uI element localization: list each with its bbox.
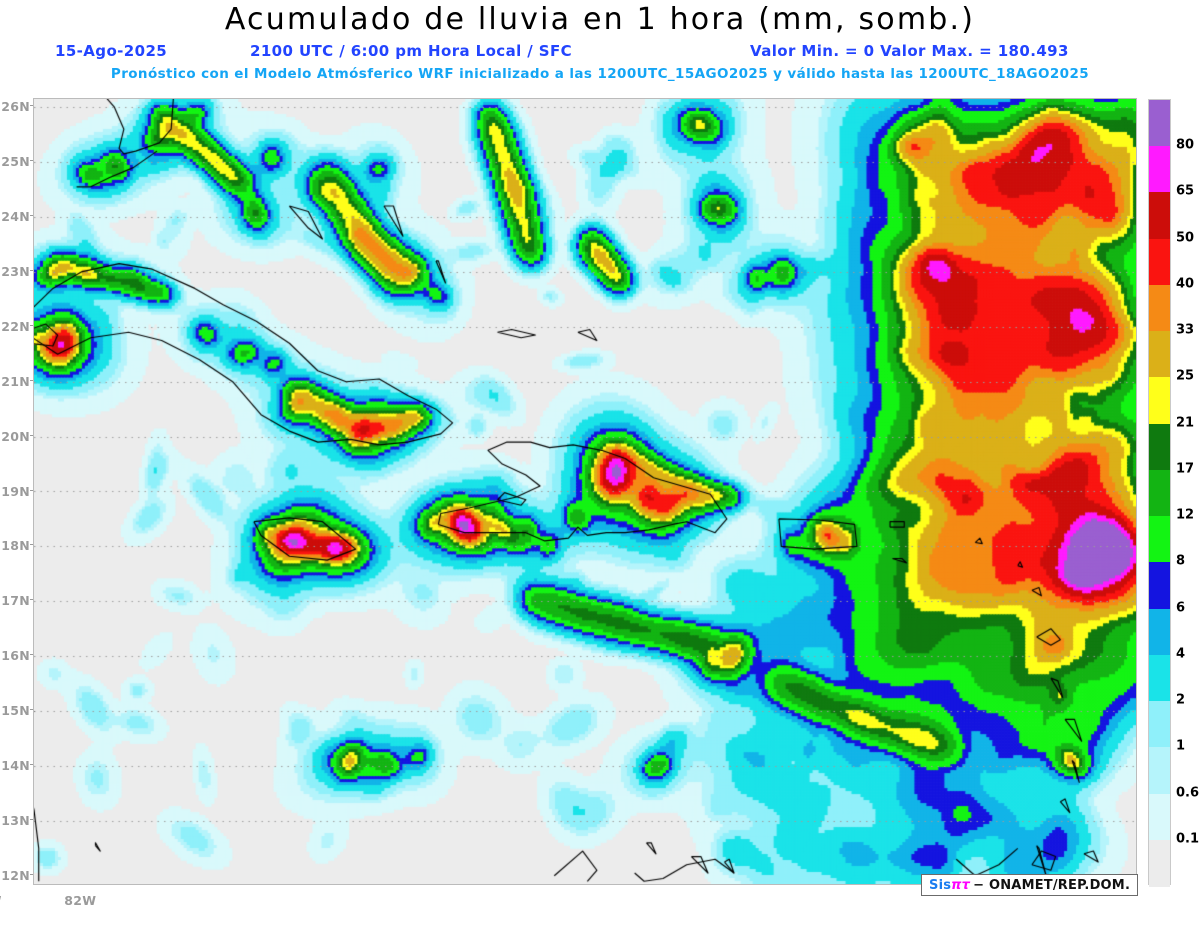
colorbar — [1148, 99, 1171, 887]
y-tick-mark — [30, 873, 34, 875]
y-tick-label: 19N — [0, 484, 34, 499]
colorbar-segment — [1149, 793, 1170, 841]
y-tick-mark — [30, 215, 34, 217]
y-tick-label: 14N — [0, 758, 34, 773]
colorbar-tick-label: 50 — [1176, 230, 1195, 246]
colorbar-tick-label: 2 — [1176, 692, 1186, 708]
y-tick-mark — [30, 105, 34, 107]
colorbar-segment — [1149, 608, 1170, 656]
colorbar-tick-label: 4 — [1176, 646, 1186, 662]
y-tick-label: 17N — [0, 593, 34, 608]
x-tick-label: 82W — [64, 893, 97, 908]
colorbar-tick-label: 65 — [1176, 183, 1195, 199]
colorbar-segment — [1149, 192, 1170, 240]
colorbar-segment — [1149, 654, 1170, 702]
colorbar-tick-label: 0.1 — [1176, 831, 1200, 847]
colorbar-tick-label: 6 — [1176, 600, 1186, 616]
logo-sis-text: Sis — [929, 877, 952, 893]
precipitation-field-canvas — [34, 99, 1136, 884]
y-tick-mark — [30, 489, 34, 491]
colorbar-segment — [1149, 701, 1170, 748]
colorbar-segment — [1149, 100, 1170, 147]
colorbar-segment — [1149, 331, 1170, 378]
colorbar-tick-label: 33 — [1176, 322, 1195, 338]
y-tick-label: 25N — [0, 154, 34, 169]
x-tick-label: 80W — [0, 893, 2, 908]
colorbar-segment — [1149, 146, 1170, 194]
y-tick-label: 13N — [0, 813, 34, 828]
chart-header: Acumulado de lluvia en 1 hora (mm, somb.… — [0, 0, 1200, 95]
y-tick-mark — [30, 654, 34, 656]
colorbar-segment — [1149, 562, 1170, 610]
value-minmax: Valor Min. = 0 Valor Max. = 180.493 — [750, 42, 1069, 60]
y-tick-mark — [30, 324, 34, 326]
y-tick-mark — [30, 763, 34, 765]
colorbar-segment — [1149, 516, 1170, 563]
y-tick-mark — [30, 599, 34, 601]
forecast-time: 2100 UTC / 6:00 pm Hora Local / SFC — [250, 42, 573, 60]
colorbar-segment — [1149, 377, 1170, 425]
y-tick-label: 26N — [0, 99, 34, 114]
y-tick-label: 18N — [0, 538, 34, 553]
colorbar-segment — [1149, 238, 1170, 286]
forecast-date: 15-Ago-2025 — [55, 42, 168, 60]
y-tick-label: 15N — [0, 703, 34, 718]
colorbar-segment — [1149, 423, 1170, 471]
colorbar-segment — [1149, 469, 1170, 517]
y-tick-mark — [30, 160, 34, 162]
y-tick-label: 12N — [0, 868, 34, 883]
model-note: Pronóstico con el Modelo Atmósferico WRF… — [110, 66, 1090, 82]
colorbar-tick-label: 12 — [1176, 507, 1195, 523]
y-tick-label: 20N — [0, 429, 34, 444]
logo-agency-text: − ONAMET/REP.DOM. — [973, 877, 1131, 893]
colorbar-tick-label: 8 — [1176, 553, 1186, 569]
sistt-onamet-logo: Sis πτ − ONAMET/REP.DOM. — [921, 874, 1139, 896]
colorbar-tick-label: 80 — [1176, 137, 1195, 153]
colorbar-tick-label: 25 — [1176, 368, 1195, 384]
page-title: Acumulado de lluvia en 1 hora (mm, somb.… — [224, 2, 976, 37]
colorbar-segment — [1149, 747, 1170, 795]
colorbar-segment — [1149, 284, 1170, 332]
colorbar-tick-label: 17 — [1176, 461, 1195, 477]
y-tick-mark — [30, 269, 34, 271]
y-tick-label: 21N — [0, 374, 34, 389]
colorbar-tick-label: 21 — [1176, 415, 1195, 431]
colorbar-tick-label: 1 — [1176, 738, 1186, 754]
y-tick-mark — [30, 544, 34, 546]
y-tick-mark — [30, 379, 34, 381]
y-tick-mark — [30, 709, 34, 711]
y-tick-mark — [30, 818, 34, 820]
map-plot-area[interactable] — [33, 98, 1137, 885]
y-tick-label: 23N — [0, 264, 34, 279]
colorbar-segment — [1149, 839, 1170, 887]
y-tick-label: 24N — [0, 209, 34, 224]
y-tick-mark — [30, 434, 34, 436]
colorbar-tick-label: 0.6 — [1176, 785, 1200, 801]
y-tick-label: 16N — [0, 648, 34, 663]
colorbar-tick-label: 40 — [1176, 276, 1195, 292]
y-tick-label: 22N — [0, 319, 34, 334]
logo-tt-text: πτ — [951, 877, 971, 893]
